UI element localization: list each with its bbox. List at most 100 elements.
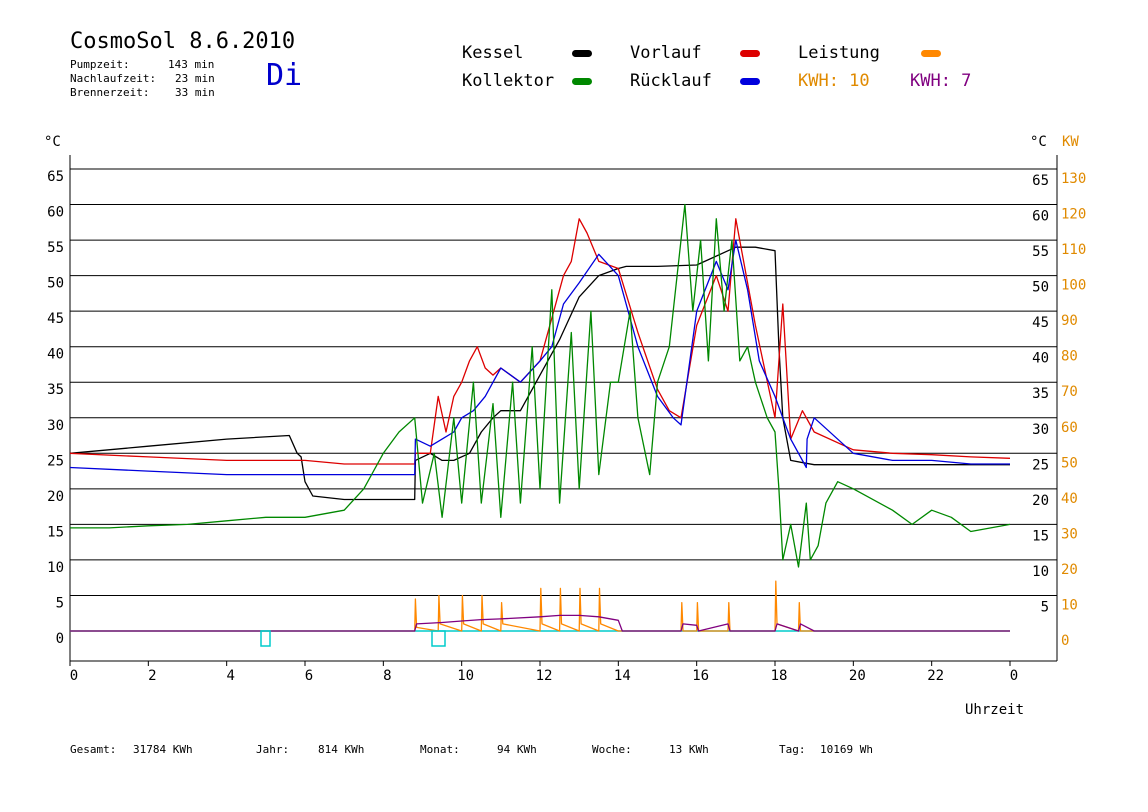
series-kwh [70, 614, 1010, 632]
y-tick-right-power: 90 [1061, 313, 1078, 329]
legend-kollektor-swatch [572, 78, 592, 85]
pumpzeit-label: Pumpzeit: [70, 58, 130, 71]
legend-vorlauf-swatch [740, 50, 760, 57]
y-tick-right-power: 60 [1061, 420, 1078, 436]
y-tick-right-power: 0 [1061, 633, 1069, 649]
y-tick-right-power: 50 [1061, 455, 1078, 471]
legend-leistung-label: Leistung [798, 43, 880, 63]
stat-jahr-value: 814 KWh [318, 743, 365, 756]
stat-tag-label: Tag: [779, 743, 806, 756]
nachlaufzeit-value: 23 min [175, 72, 215, 85]
stat-gesamt-value: 31784 KWh [133, 743, 193, 756]
x-tick-label: 16 [692, 668, 709, 684]
legend-vorlauf-label: Vorlauf [630, 43, 702, 63]
y-tick-right-temp: 55 [1032, 244, 1049, 260]
kwh-solar-label: KWH: 10 [798, 71, 870, 91]
y-tick-left: 20 [47, 489, 64, 505]
y-tick-right-temp: 40 [1032, 351, 1049, 367]
axes [69, 155, 1058, 662]
y-tick-left: 65 [47, 169, 64, 185]
y-tick-right-power: 120 [1061, 207, 1086, 223]
legend-leistung-swatch [921, 50, 941, 57]
y-tick-right-temp: 60 [1032, 209, 1049, 225]
nachlaufzeit-label: Nachlaufzeit: [70, 72, 157, 85]
series-kessel [69, 246, 1010, 501]
x-tick-label: 4 [226, 668, 234, 684]
y-tick-right-power: 80 [1061, 349, 1078, 365]
y-tick-right-temp: 30 [1032, 422, 1049, 438]
kwh-burner-label: KWH: 7 [910, 71, 972, 91]
series-rcklauf [69, 239, 1010, 476]
y-tick-left: 10 [47, 560, 64, 576]
brennerzeit-label: Brennerzeit: [70, 86, 150, 99]
stat-tag-value: 10169 Wh [820, 743, 873, 756]
y-tick-left: 35 [47, 382, 64, 398]
y-tick-left: 40 [47, 347, 64, 363]
x-tick-label: 2 [148, 668, 156, 684]
left-axis-unit: °C [44, 134, 61, 150]
legend-ruecklauf-swatch [740, 78, 760, 85]
right-axis-temp-unit: °C [1030, 134, 1047, 150]
series-leistung [70, 580, 1010, 632]
y-tick-right-power: 130 [1061, 171, 1086, 187]
x-tick-label: 0 [1010, 668, 1018, 684]
x-tick-label: 18 [771, 668, 788, 684]
legend-kollektor-label: Kollektor [462, 71, 555, 91]
x-tick-label: 0 [70, 668, 78, 684]
y-tick-right-temp: 65 [1032, 173, 1049, 189]
pump-marker [260, 630, 271, 647]
y-tick-right-temp: 15 [1032, 528, 1049, 544]
y-tick-right-temp: 20 [1032, 493, 1049, 509]
pumpzeit-value: 143 min [168, 58, 215, 71]
legend-ruecklauf-label: Rücklauf [630, 71, 712, 91]
x-tick-label: 20 [849, 668, 866, 684]
legend-kessel-swatch [572, 50, 592, 57]
stat-monat-label: Monat: [420, 743, 460, 756]
x-tick-label: 14 [614, 668, 631, 684]
grid-lines [70, 168, 1057, 596]
y-tick-right-power: 70 [1061, 384, 1078, 400]
series-lines [69, 203, 1011, 632]
y-tick-right-temp: 25 [1032, 457, 1049, 473]
y-tick-right-power: 30 [1061, 526, 1078, 542]
y-tick-right-power: 40 [1061, 491, 1078, 507]
weekday-label: Di [266, 58, 303, 93]
x-tick-label: 12 [536, 668, 553, 684]
chart-title: CosmoSol 8.6.2010 [70, 29, 296, 54]
y-tick-left: 50 [47, 276, 64, 292]
y-tick-right-temp: 35 [1032, 386, 1049, 402]
right-axis-power-unit: KW [1062, 134, 1079, 150]
legend-kessel-label: Kessel [462, 43, 524, 63]
stat-gesamt-label: Gesamt: [70, 743, 117, 756]
y-tick-right-temp: 5 [1041, 599, 1049, 615]
x-tick-label: 22 [927, 668, 944, 684]
stat-woche-value: 13 KWh [669, 743, 709, 756]
y-tick-left: 30 [47, 418, 64, 434]
x-tick-label: 10 [457, 668, 474, 684]
y-tick-left: 25 [47, 453, 64, 469]
y-tick-left: 60 [47, 205, 64, 221]
pump-marker [431, 630, 446, 647]
status-markers [260, 630, 446, 647]
y-tick-right-temp: 50 [1032, 280, 1049, 296]
y-tick-left: 55 [47, 240, 64, 256]
y-tick-right-temp: 45 [1032, 315, 1049, 331]
series-kollektor [70, 203, 1011, 568]
stat-jahr-label: Jahr: [256, 743, 290, 756]
y-tick-right-power: 10 [1061, 597, 1078, 613]
x-axis-label: Uhrzeit [965, 702, 1025, 718]
y-tick-right-power: 100 [1061, 278, 1086, 294]
y-tick-right-power: 110 [1061, 242, 1086, 258]
x-tick-label: 8 [383, 668, 391, 684]
y-tick-right-temp: 10 [1032, 564, 1049, 580]
stat-woche-label: Woche: [592, 743, 632, 756]
y-tick-left: 45 [47, 311, 64, 327]
y-tick-right-power: 20 [1061, 562, 1078, 578]
stat-monat-value: 94 KWh [497, 743, 537, 756]
y-tick-left: 15 [47, 524, 64, 540]
y-tick-left: 5 [56, 595, 64, 611]
tick-labels: 6560555045403530252015105065605550454035… [47, 169, 1086, 684]
series-vorlauf [69, 218, 1011, 465]
y-tick-left: 0 [56, 631, 64, 647]
